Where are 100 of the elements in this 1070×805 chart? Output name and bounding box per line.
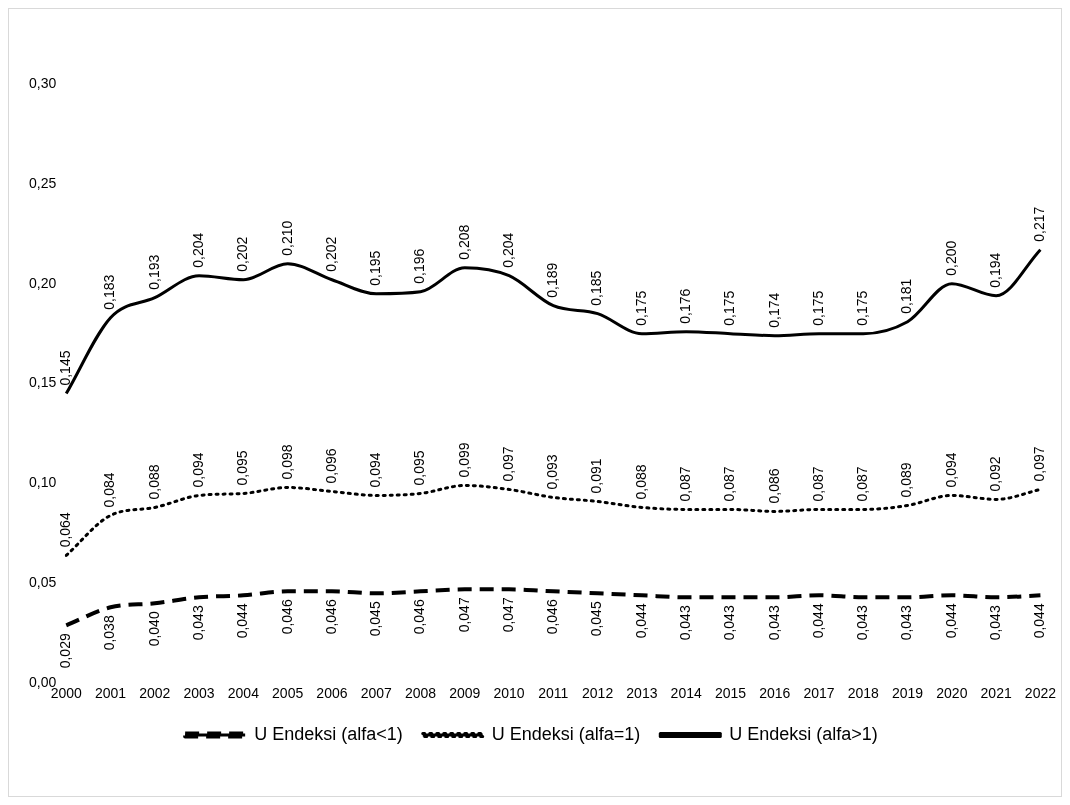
data-label: 0,095 bbox=[411, 450, 428, 486]
data-label: 0,087 bbox=[677, 466, 694, 502]
data-label: 0,043 bbox=[854, 605, 871, 641]
data-label: 0,175 bbox=[854, 290, 871, 326]
data-label: 0,044 bbox=[1031, 603, 1048, 639]
data-label: 0,092 bbox=[987, 456, 1004, 492]
data-label: 0,202 bbox=[322, 236, 339, 272]
data-label: 0,046 bbox=[411, 599, 428, 635]
data-label: 0,038 bbox=[101, 615, 118, 651]
data-label: 0,175 bbox=[809, 290, 826, 326]
x-tick-label: 2013 bbox=[626, 685, 658, 702]
x-tick-label: 2006 bbox=[316, 685, 348, 702]
data-label: 0,189 bbox=[544, 262, 561, 298]
data-label: 0,208 bbox=[455, 224, 472, 260]
data-label: 0,097 bbox=[499, 446, 516, 482]
data-label: 0,084 bbox=[101, 472, 118, 508]
y-tick-label: 0,05 bbox=[29, 574, 57, 591]
data-label: 0,200 bbox=[942, 240, 959, 276]
data-label: 0,043 bbox=[765, 605, 782, 641]
data-label: 0,094 bbox=[942, 452, 959, 488]
data-label: 0,096 bbox=[322, 448, 339, 484]
data-label: 0,193 bbox=[145, 254, 162, 290]
x-tick-label: 2001 bbox=[94, 685, 127, 702]
x-tick-label: 2022 bbox=[1024, 685, 1057, 702]
y-tick-label: 0,10 bbox=[29, 474, 57, 491]
legend-label: U Endeksi (alfa=1) bbox=[491, 723, 641, 744]
data-label: 0,175 bbox=[721, 290, 738, 326]
x-tick-label: 2007 bbox=[360, 685, 392, 702]
data-label: 0,087 bbox=[854, 466, 871, 502]
data-label: 0,088 bbox=[145, 464, 162, 500]
x-tick-label: 2016 bbox=[759, 685, 791, 702]
x-tick-label: 2019 bbox=[892, 685, 924, 702]
x-tick-label: 2005 bbox=[272, 685, 304, 702]
y-tick-label: 0,30 bbox=[29, 74, 57, 91]
x-tick-label: 2003 bbox=[183, 685, 215, 702]
data-label: 0,195 bbox=[367, 250, 384, 286]
data-label: 0,087 bbox=[721, 466, 738, 502]
x-tick-label: 2021 bbox=[980, 685, 1012, 702]
data-label: 0,046 bbox=[278, 599, 295, 635]
y-tick-label: 0,25 bbox=[29, 174, 57, 191]
x-tick-label: 2020 bbox=[936, 685, 968, 702]
data-label: 0,175 bbox=[632, 290, 649, 326]
data-label: 0,099 bbox=[455, 442, 472, 478]
data-label: 0,204 bbox=[189, 232, 206, 268]
data-label: 0,089 bbox=[898, 462, 915, 498]
x-tick-label: 2010 bbox=[493, 685, 525, 702]
data-label: 0,095 bbox=[234, 450, 251, 486]
data-label: 0,196 bbox=[411, 248, 428, 284]
data-label: 0,210 bbox=[278, 220, 295, 256]
x-tick-label: 2014 bbox=[670, 685, 702, 702]
data-label: 0,046 bbox=[544, 599, 561, 635]
x-tick-label: 2011 bbox=[538, 685, 569, 702]
data-label: 0,094 bbox=[367, 452, 384, 488]
data-label: 0,086 bbox=[765, 468, 782, 504]
y-tick-label: 0,15 bbox=[29, 374, 57, 391]
data-label: 0,043 bbox=[987, 605, 1004, 641]
data-label: 0,094 bbox=[189, 452, 206, 488]
data-label: 0,029 bbox=[57, 633, 74, 669]
legend-label: U Endeksi (alfa>1) bbox=[729, 723, 878, 744]
x-tick-label: 2018 bbox=[847, 685, 880, 702]
data-label: 0,044 bbox=[942, 603, 959, 639]
data-label: 0,043 bbox=[721, 605, 738, 641]
y-tick-label: 0,20 bbox=[29, 274, 57, 291]
data-label: 0,043 bbox=[189, 605, 206, 641]
data-label: 0,044 bbox=[234, 603, 251, 639]
data-label: 0,217 bbox=[1031, 206, 1048, 242]
data-label: 0,046 bbox=[322, 599, 339, 635]
data-label: 0,183 bbox=[101, 274, 118, 310]
x-tick-label: 2009 bbox=[449, 685, 481, 702]
x-tick-label: 2017 bbox=[803, 685, 835, 702]
data-label: 0,044 bbox=[809, 603, 826, 639]
data-label: 0,204 bbox=[499, 232, 516, 268]
x-tick-label: 2015 bbox=[714, 685, 747, 702]
data-label: 0,093 bbox=[544, 454, 561, 490]
data-label: 0,202 bbox=[234, 236, 251, 272]
data-label: 0,098 bbox=[278, 444, 295, 480]
legend-label: U Endeksi (alfa<1) bbox=[254, 723, 403, 744]
data-label: 0,044 bbox=[632, 603, 649, 639]
data-label: 0,185 bbox=[588, 270, 605, 306]
data-label: 0,087 bbox=[809, 466, 826, 502]
data-label: 0,091 bbox=[588, 458, 605, 494]
x-tick-label: 2002 bbox=[139, 685, 171, 702]
data-label: 0,176 bbox=[677, 288, 694, 324]
x-tick-label: 2004 bbox=[227, 685, 260, 702]
data-label: 0,043 bbox=[677, 605, 694, 641]
x-tick-label: 2012 bbox=[582, 685, 614, 702]
data-label: 0,047 bbox=[455, 597, 472, 633]
data-label: 0,088 bbox=[632, 464, 649, 500]
data-label: 0,097 bbox=[1031, 446, 1048, 482]
data-label: 0,047 bbox=[499, 597, 516, 633]
data-label: 0,181 bbox=[898, 278, 915, 314]
x-tick-label: 2008 bbox=[404, 685, 437, 702]
data-label: 0,043 bbox=[898, 605, 915, 641]
data-label: 0,174 bbox=[765, 292, 782, 328]
data-label: 0,064 bbox=[57, 512, 74, 548]
data-label: 0,145 bbox=[57, 350, 74, 386]
data-label: 0,045 bbox=[367, 601, 384, 637]
data-label: 0,045 bbox=[588, 601, 605, 637]
data-label: 0,194 bbox=[987, 252, 1004, 288]
data-label: 0,040 bbox=[145, 611, 162, 647]
